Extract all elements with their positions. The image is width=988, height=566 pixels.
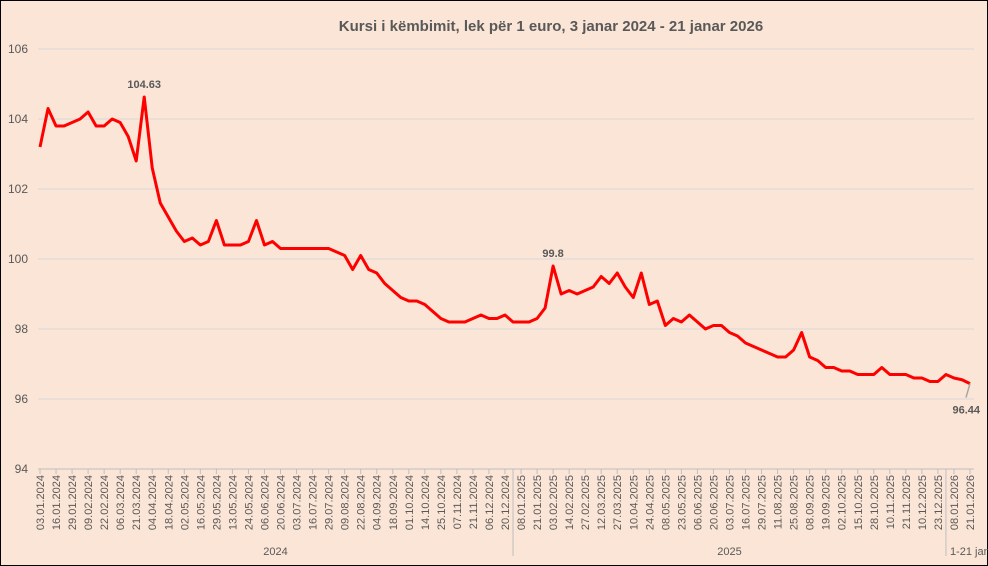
x-tick-label: 24.04.2025	[644, 475, 656, 530]
y-tick-label: 106	[8, 42, 28, 56]
x-tick-label: 06.06.2025	[692, 475, 704, 530]
x-tick-label: 08.01.2026	[949, 475, 961, 530]
x-tick-label: 21.03.2024	[131, 475, 143, 530]
y-tick-label: 102	[8, 182, 28, 196]
group-label: 2025	[717, 546, 741, 558]
x-tick-label: 20.12.2024	[500, 475, 512, 530]
x-tick-label: 18.04.2024	[163, 475, 175, 530]
x-tick-label: 06.06.2024	[259, 475, 271, 530]
x-tick-label: 24.05.2024	[243, 475, 255, 530]
x-tick-label: 04.09.2024	[372, 475, 384, 530]
group-label: 2024	[263, 546, 287, 558]
y-tick-label: 98	[15, 322, 29, 336]
x-tick-label: 21.11.2024	[468, 475, 480, 529]
x-tick-label: 04.04.2024	[147, 475, 159, 530]
data-label: 104.63	[127, 79, 161, 91]
x-tick-label: 03.07.2025	[724, 475, 736, 530]
x-tick-label: 29.01.2024	[67, 475, 79, 530]
group-label: 1-21 janar 2026	[950, 546, 988, 558]
x-tick-label: 14.10.2024	[420, 475, 432, 530]
x-tick-label: 22.08.2024	[356, 475, 368, 530]
x-tick-label: 19.09.2025	[821, 475, 833, 530]
leader-line	[965, 383, 971, 398]
x-tick-label: 02.05.2024	[179, 475, 191, 530]
x-tick-label: 07.11.2024	[452, 475, 464, 529]
x-tick-label: 09.02.2024	[83, 475, 95, 530]
x-tick-label: 25.08.2025	[789, 475, 801, 530]
x-tick-label: 08.05.2025	[660, 475, 672, 530]
x-tick-label: 16.01.2024	[51, 475, 63, 530]
x-tick-label: 23.12.2025	[933, 475, 945, 530]
y-tick-label: 94	[15, 462, 29, 476]
x-tick-label: 28.10.2025	[869, 475, 881, 530]
x-tick-label: 20.06.2025	[708, 475, 720, 530]
x-tick-label: 21.11.2025	[901, 475, 913, 529]
x-tick-label: 16.07.2025	[741, 475, 753, 530]
x-tick-label: 16.05.2024	[195, 475, 207, 530]
x-tick-label: 27.02.2025	[580, 475, 592, 530]
x-tick-label: 23.05.2025	[676, 475, 688, 530]
chart-title: Kursi i këmbimit, lek për 1 euro, 3 jana…	[339, 18, 763, 35]
x-tick-label: 25.10.2024	[436, 475, 448, 530]
x-tick-label: 22.02.2024	[99, 475, 111, 530]
x-tick-label: 21.01.2026	[965, 475, 977, 530]
x-tick-label: 06.03.2024	[115, 475, 127, 530]
y-tick-label: 100	[8, 252, 28, 266]
data-label: 99.8	[542, 248, 563, 260]
x-tick-label: 14.02.2025	[564, 475, 576, 530]
x-tick-label: 06.12.2024	[484, 475, 496, 530]
x-tick-label: 02.10.2025	[837, 475, 849, 530]
x-tick-label: 10.12.2025	[917, 475, 929, 530]
x-tick-label: 20.06.2024	[276, 475, 288, 530]
x-tick-label: 27.03.2025	[612, 475, 624, 530]
x-tick-label: 29.07.2024	[324, 475, 336, 530]
x-tick-label: 21.01.2025	[532, 475, 544, 530]
x-tick-label: 13.05.2024	[227, 475, 239, 530]
x-tick-label: 15.10.2025	[853, 475, 865, 530]
x-tick-label: 29.07.2025	[757, 475, 769, 530]
x-tick-label: 03.02.2025	[548, 475, 560, 530]
x-tick-label: 11.08.2025	[773, 475, 785, 529]
x-tick-label: 08.01.2025	[516, 475, 528, 530]
y-tick-label: 96	[15, 392, 29, 406]
data-label: 96.44	[952, 405, 980, 417]
x-tick-label: 03.01.2024	[35, 475, 47, 530]
line-series	[38, 95, 971, 385]
x-tick-label: 08.09.2025	[805, 475, 817, 530]
y-tick-label: 104	[8, 112, 28, 126]
x-tick-label: 16.07.2024	[308, 475, 320, 530]
x-tick-label: 03.07.2024	[292, 475, 304, 530]
x-tick-label: 29.05.2024	[211, 475, 223, 530]
x-tick-label: 10.11.2025	[885, 475, 897, 529]
x-tick-label: 10.04.2025	[628, 475, 640, 530]
x-tick-label: 09.08.2024	[340, 475, 352, 530]
x-tick-label: 12.03.2025	[596, 475, 608, 530]
x-tick-label: 01.10.2024	[404, 475, 416, 530]
x-tick-label: 18.09.2024	[388, 475, 400, 530]
